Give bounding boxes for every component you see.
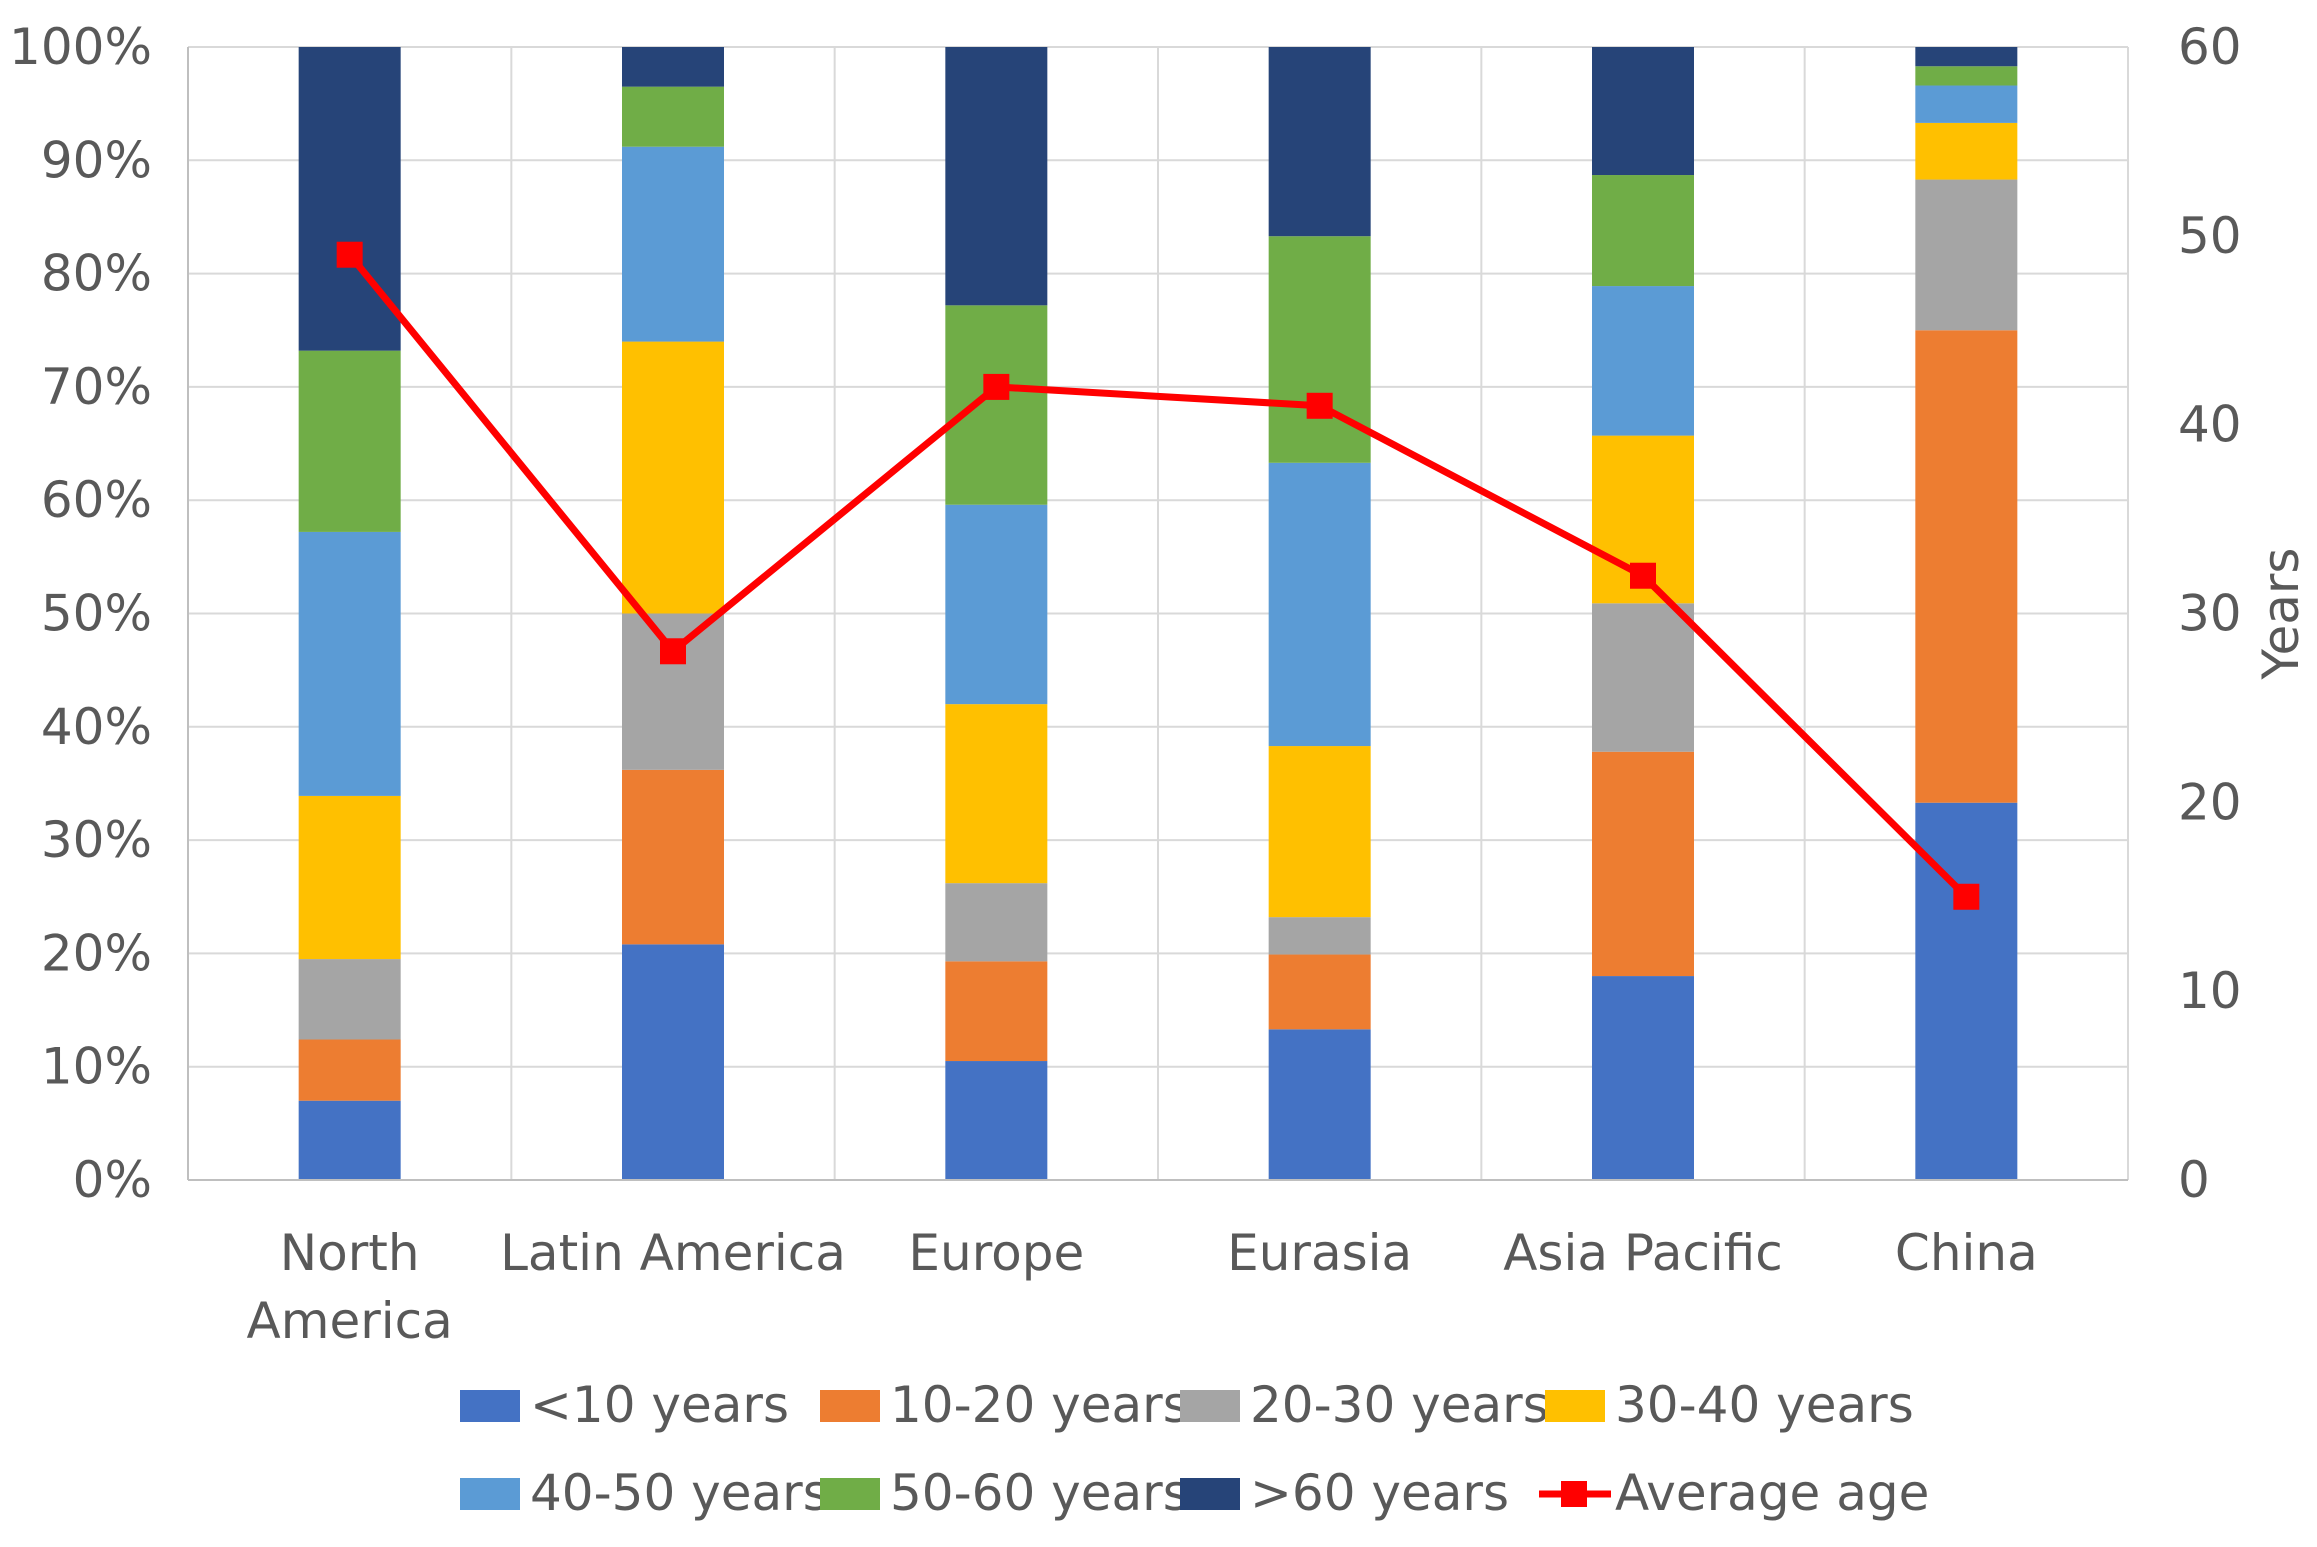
x-category-label: Eurasia (1227, 1224, 1412, 1282)
bar-segment-2-cat-4 (1268, 954, 1371, 1030)
gridlines (187, 46, 2129, 1180)
bar-segment-3-cat-3 (945, 883, 1048, 962)
y-right-axis-title: Years (2252, 548, 2310, 681)
bar-segment-2-cat-2 (622, 769, 724, 945)
bar-segment-3-cat-2 (622, 613, 724, 770)
bar-segment-1-cat-2 (622, 944, 724, 1180)
bar-segment-1-cat-4 (1268, 1029, 1371, 1180)
y-right-tick-label: 40 (2178, 396, 2242, 454)
x-category-label: Latin America (500, 1224, 846, 1282)
y-left-tick-label: 10% (41, 1038, 152, 1096)
bar-segment-5-cat-6 (1915, 85, 2018, 123)
bar-segment-6-cat-1 (298, 350, 401, 532)
legend-label: 10-20 years (890, 1376, 1189, 1434)
x-category-label: North (280, 1224, 420, 1282)
bar-segment-3-cat-4 (1268, 917, 1371, 955)
bar-segment-5-cat-4 (1268, 462, 1371, 747)
bar-segment-7-cat-1 (298, 47, 401, 351)
legend-label: 50-60 years (890, 1464, 1189, 1522)
y-left-tick-label: 60% (41, 471, 152, 529)
y-left-tick-label: 90% (41, 131, 152, 189)
x-category-label: America (247, 1292, 453, 1350)
bar-segment-6-cat-5 (1592, 175, 1694, 287)
legend-label: 40-50 years (530, 1464, 829, 1522)
bar-segment-2-cat-1 (298, 1039, 401, 1101)
bar-segment-5-cat-2 (622, 146, 724, 342)
axes: 0% 10% 20% 30% 40% 50% 60% 70% 80% 90% 100% 0 10 20 30… (9, 18, 2310, 1350)
bar-segment-6-cat-2 (622, 86, 724, 147)
bar-segment-2-cat-3 (945, 961, 1048, 1062)
bar-segment-5-cat-1 (298, 531, 401, 796)
bar-segment-5-cat-5 (1592, 286, 1694, 436)
average-age-marker (983, 373, 1010, 400)
bar-segment-7-cat-5 (1592, 47, 1694, 176)
y-left-tick-label: 70% (41, 358, 152, 416)
average-age-marker (1306, 392, 1333, 419)
bar-segment-4-cat-3 (945, 704, 1048, 884)
y-right-tick-label: 10 (2178, 962, 2242, 1020)
y-right-tick-label: 30 (2178, 585, 2242, 643)
legend-label: >60 years (1250, 1464, 1509, 1522)
average-age-marker (1953, 883, 1980, 910)
legend-swatch (820, 1390, 880, 1422)
bar-segment-5-cat-3 (945, 504, 1048, 705)
average-age-polyline (346, 252, 1969, 900)
legend: <10 years 10-20 years 20-30 years 30-40 yea… (460, 1376, 1929, 1522)
y-left-tick-label: 40% (41, 698, 152, 756)
bar-segment-6-cat-3 (945, 305, 1048, 505)
bar-segment-6-cat-4 (1268, 236, 1371, 463)
average-age-marker (336, 241, 363, 268)
bar-segment-4-cat-4 (1268, 746, 1371, 918)
y-left-tick-label: 0% (73, 1151, 152, 1209)
legend-marker (1561, 1481, 1587, 1507)
y-right-tick-label: 50 (2178, 207, 2242, 265)
legend-swatch (1545, 1390, 1605, 1422)
bar-segment-4-cat-1 (298, 795, 401, 960)
bar-segment-3-cat-6 (1915, 179, 2018, 331)
average-age-line (336, 241, 1980, 910)
legend-swatch (820, 1478, 880, 1510)
bar-segment-1-cat-5 (1592, 976, 1694, 1180)
average-age-marker (660, 638, 686, 665)
bar-segment-4-cat-6 (1915, 122, 2018, 180)
bar-segment-2-cat-5 (1592, 751, 1694, 977)
legend-label: Average age (1615, 1464, 1929, 1522)
x-category-label: China (1895, 1224, 2038, 1282)
y-right-tick-label: 0 (2178, 1151, 2210, 1209)
legend-swatch (1180, 1478, 1240, 1510)
y-left-tick-label: 100% (9, 18, 152, 76)
bar-segment-3-cat-5 (1592, 603, 1694, 752)
x-category-label: Europe (908, 1224, 1084, 1282)
y-left-tick-label: 80% (41, 245, 152, 303)
bar-segment-7-cat-6 (1915, 47, 2018, 67)
y-left-tick-label: 50% (41, 585, 152, 643)
legend-swatch (1180, 1390, 1240, 1422)
average-age-marker (1630, 562, 1656, 589)
legend-label: <10 years (530, 1376, 789, 1434)
legend-swatch (460, 1478, 520, 1510)
bar-segment-4-cat-2 (622, 341, 724, 614)
legend-label: 20-30 years (1250, 1376, 1549, 1434)
bar-segment-1-cat-1 (298, 1100, 401, 1180)
legend-swatch (460, 1390, 520, 1422)
bar-segment-2-cat-6 (1915, 330, 2018, 803)
y-left-tick-label: 20% (41, 924, 152, 982)
y-right-tick-label: 60 (2178, 18, 2242, 76)
x-category-label: Asia Pacific (1503, 1224, 1783, 1282)
y-left-tick-label: 30% (41, 811, 152, 869)
bar-segment-7-cat-4 (1268, 47, 1371, 237)
legend-label: 30-40 years (1615, 1376, 1914, 1434)
bar-segment-3-cat-1 (298, 959, 401, 1040)
bar-segment-1-cat-3 (945, 1061, 1048, 1180)
bar-segment-6-cat-6 (1915, 66, 2018, 86)
y-right-tick-label: 20 (2178, 773, 2242, 831)
bar-segment-7-cat-3 (945, 47, 1048, 306)
bar-segment-7-cat-2 (622, 47, 724, 87)
